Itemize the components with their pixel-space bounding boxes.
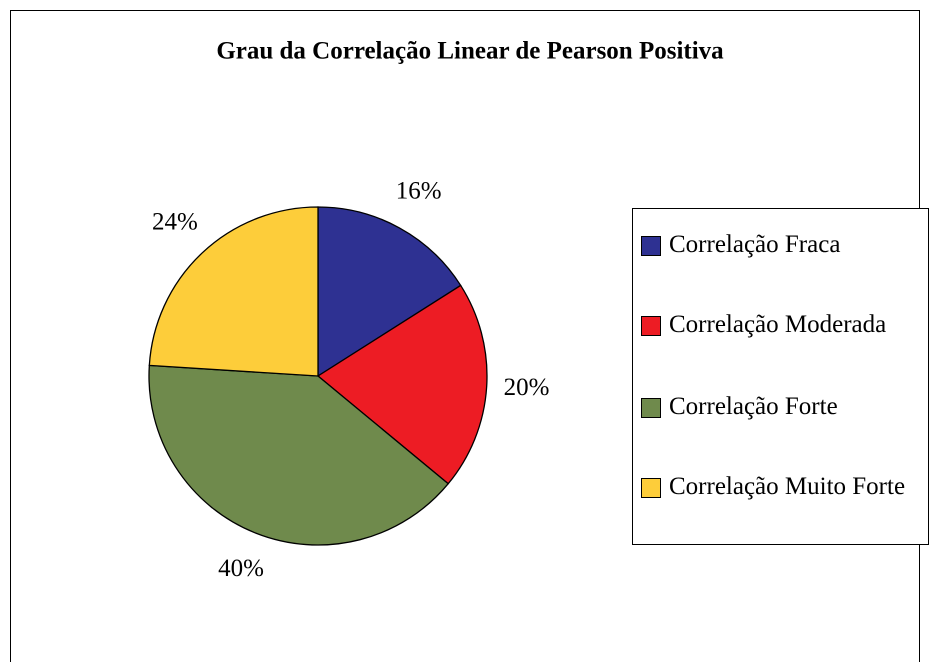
data-label: 20% <box>504 374 550 401</box>
legend-label: Correlação Fraca <box>669 231 841 258</box>
data-label: 40% <box>218 555 264 582</box>
chart-title: Grau da Correlação Linear de Pearson Pos… <box>216 38 724 65</box>
pie-slice <box>148 364 450 546</box>
legend-swatch <box>641 316 661 336</box>
legend-item: Correlação Muito Forte <box>641 469 931 505</box>
pie-slice <box>148 206 319 377</box>
data-label: 16% <box>396 178 442 205</box>
pie-slice <box>317 206 462 378</box>
pie-slice <box>316 284 488 485</box>
legend-item: Correlação Fraca <box>641 227 931 263</box>
legend-swatch <box>641 236 661 256</box>
legend: Correlação Fraca Correlação Moderada Corre… <box>632 208 929 545</box>
legend-label: Correlação Muito Forte <box>669 473 906 500</box>
legend-label: Correlação Forte <box>669 393 838 420</box>
legend-item: Correlação Forte <box>641 389 931 425</box>
legend-swatch <box>641 478 661 498</box>
data-label: 24% <box>152 208 198 235</box>
legend-swatch <box>641 398 661 418</box>
legend-label: Correlação Moderada <box>669 311 887 338</box>
legend-item: Correlação Moderada <box>641 307 931 343</box>
